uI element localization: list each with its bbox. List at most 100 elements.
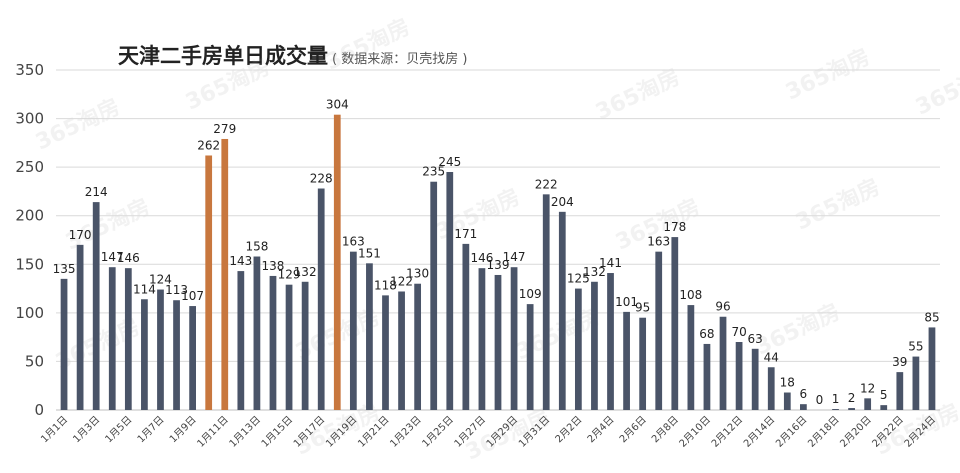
data-label: 5 xyxy=(880,388,888,402)
data-label: 163 xyxy=(647,235,670,249)
bar xyxy=(542,194,550,410)
x-tick-label: 1月7日 xyxy=(135,414,167,446)
watermark-text: 365淘房 xyxy=(782,44,874,106)
bar xyxy=(462,243,470,410)
bar xyxy=(301,281,309,410)
data-label: 262 xyxy=(197,138,220,152)
x-tick-label: 2月2日 xyxy=(553,414,585,446)
x-tick-label: 1月3日 xyxy=(71,414,103,446)
bar xyxy=(446,172,454,410)
data-label: 107 xyxy=(181,289,204,303)
bar xyxy=(108,267,116,410)
x-tick-label: 2月18日 xyxy=(806,414,842,450)
bar xyxy=(366,263,373,410)
bar xyxy=(848,408,855,410)
bar xyxy=(237,271,245,410)
data-label: 2 xyxy=(848,391,856,405)
chart-title-block: 天津二手房单日成交量 ( 数据来源：贝壳找房 ) xyxy=(118,40,467,70)
bar xyxy=(639,317,647,410)
data-label: 147 xyxy=(101,250,124,264)
bar xyxy=(864,398,872,410)
x-tick-label: 2月4日 xyxy=(585,414,617,446)
data-label: 114 xyxy=(133,282,156,296)
data-label: 108 xyxy=(679,288,702,302)
data-label: 146 xyxy=(470,251,493,265)
data-label: 6 xyxy=(800,387,808,401)
data-label: 18 xyxy=(780,376,795,390)
data-label: 222 xyxy=(535,177,558,191)
chart-subtitle: ( 数据来源：贝壳找房 ) xyxy=(332,52,468,67)
bar xyxy=(494,274,502,410)
x-tick-label: 1月11日 xyxy=(195,414,231,450)
data-label: 55 xyxy=(908,340,923,354)
bar xyxy=(912,356,920,410)
bar xyxy=(928,327,936,410)
bar xyxy=(269,275,277,410)
data-label: 235 xyxy=(422,165,445,179)
data-label: 141 xyxy=(599,256,622,270)
bar xyxy=(655,251,663,410)
watermark-text: 365淘房 xyxy=(322,14,414,76)
x-tick-label: 2月10日 xyxy=(677,414,713,450)
data-label: 1 xyxy=(832,392,840,406)
bar xyxy=(623,311,630,410)
bar xyxy=(333,114,341,410)
data-label: 204 xyxy=(551,195,574,209)
bar xyxy=(221,138,229,410)
watermark-text: 365淘房 xyxy=(432,184,524,246)
bar xyxy=(526,304,534,410)
data-label: 124 xyxy=(149,273,172,287)
bar xyxy=(382,295,389,410)
bar xyxy=(800,404,807,410)
bar xyxy=(735,342,743,410)
data-label: 279 xyxy=(213,122,236,136)
data-label: 68 xyxy=(699,327,714,341)
bar xyxy=(687,305,695,410)
data-label: 101 xyxy=(615,295,638,309)
bar xyxy=(60,278,68,410)
bar xyxy=(285,284,293,410)
watermark-text: 365淘房 xyxy=(792,174,884,236)
bar xyxy=(767,367,775,410)
bar xyxy=(783,392,791,410)
x-tick-label: 1月9日 xyxy=(167,414,199,446)
data-label: 44 xyxy=(764,350,779,364)
y-tick-label: 150 xyxy=(15,255,44,273)
bar xyxy=(591,281,598,410)
x-tick-label: 1月15日 xyxy=(259,414,295,450)
data-label: 122 xyxy=(390,274,413,288)
bar xyxy=(430,181,438,410)
data-label: 132 xyxy=(583,265,606,279)
data-label: 143 xyxy=(229,254,252,268)
bar xyxy=(896,372,904,410)
y-tick-label: 250 xyxy=(15,158,44,176)
x-tick-label: 1月25日 xyxy=(420,414,456,450)
y-tick-label: 0 xyxy=(34,401,44,419)
bar xyxy=(574,288,582,410)
data-label: 63 xyxy=(748,332,763,346)
bar xyxy=(349,251,357,410)
data-label: 178 xyxy=(663,220,686,234)
bar xyxy=(398,291,405,410)
data-label: 12 xyxy=(860,381,875,395)
bar xyxy=(880,405,888,410)
chart-title: 天津二手房单日成交量 xyxy=(118,44,328,68)
bar xyxy=(189,306,196,410)
bar xyxy=(317,188,325,410)
data-label: 125 xyxy=(567,272,590,286)
bar xyxy=(76,244,84,410)
y-tick-label: 200 xyxy=(15,207,44,225)
bar xyxy=(173,300,180,410)
x-tick-label: 2月8日 xyxy=(649,414,681,446)
bar xyxy=(157,289,164,410)
data-label: 135 xyxy=(53,262,76,276)
data-label: 39 xyxy=(892,355,907,369)
bar xyxy=(719,316,727,410)
x-tick-label: 2月6日 xyxy=(617,414,649,446)
watermark-text: 365淘房 xyxy=(32,94,124,156)
x-tick-label: 1月5日 xyxy=(103,414,135,446)
watermark-text: 365淘房 xyxy=(62,194,154,256)
data-label: 245 xyxy=(438,155,461,169)
